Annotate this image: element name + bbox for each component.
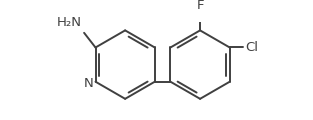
Text: Cl: Cl — [245, 41, 258, 54]
Text: H₂N: H₂N — [57, 16, 82, 29]
Text: N: N — [83, 77, 93, 90]
Text: F: F — [196, 0, 204, 12]
